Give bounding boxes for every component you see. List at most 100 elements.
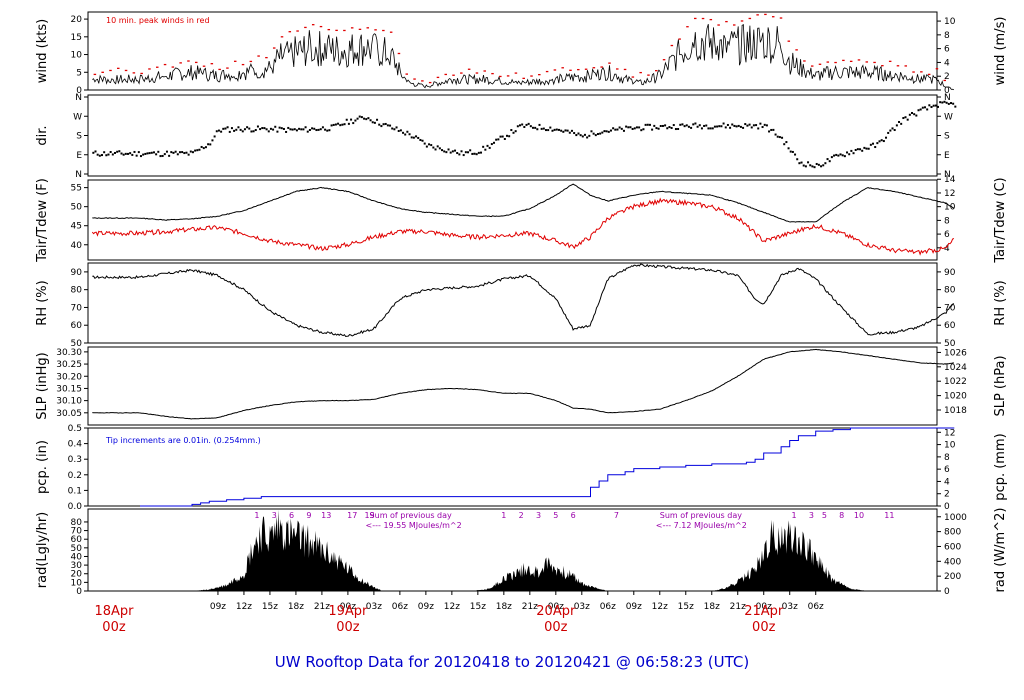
direction-point — [590, 130, 593, 133]
direction-point — [607, 130, 610, 133]
wind-peak-mark — [795, 49, 798, 51]
direction-point — [454, 149, 457, 152]
wind-peak-mark — [849, 60, 853, 63]
direction-point — [703, 124, 706, 127]
direction-point — [356, 117, 359, 120]
direction-point — [655, 127, 658, 130]
wind-peak-mark — [616, 68, 619, 70]
direction-point — [120, 152, 123, 155]
direction-point — [259, 128, 262, 131]
direction-point — [592, 132, 595, 135]
direction-point — [243, 128, 246, 131]
direction-point — [906, 118, 909, 121]
direction-point — [612, 127, 615, 130]
wind-peak-mark — [779, 17, 783, 19]
direction-point — [893, 129, 896, 132]
direction-point — [926, 108, 929, 111]
direction-point — [408, 133, 411, 136]
wind-peak-mark — [467, 68, 471, 70]
direction-point — [887, 131, 890, 134]
direction-point — [330, 124, 333, 127]
direction-point — [954, 105, 957, 108]
wind-peak-mark — [725, 20, 728, 23]
y-tick-label-right: 10 — [944, 17, 956, 27]
date-label: 00z — [102, 620, 126, 635]
direction-point — [308, 128, 311, 131]
direction-point — [659, 125, 662, 128]
direction-point — [687, 125, 690, 128]
direction-point — [280, 127, 283, 130]
direction-point — [690, 126, 693, 129]
direction-point — [776, 135, 779, 138]
direction-point — [267, 130, 270, 133]
direction-point — [757, 127, 760, 130]
direction-point — [642, 128, 645, 131]
y-tick-label-right: 1024 — [944, 363, 967, 373]
direction-point — [854, 148, 857, 151]
direction-point — [365, 118, 368, 121]
direction-point — [570, 129, 573, 132]
direction-point — [235, 128, 238, 131]
direction-point — [947, 102, 950, 105]
direction-point — [707, 127, 710, 130]
direction-point — [523, 126, 526, 129]
direction-point — [800, 161, 803, 164]
direction-point — [261, 127, 264, 130]
rad-hour-marker: 2 — [519, 511, 524, 520]
direction-point — [256, 125, 259, 128]
direction-point — [904, 116, 907, 119]
direction-point — [438, 147, 441, 150]
direction-point — [434, 148, 437, 151]
wind-peak-mark — [732, 24, 736, 26]
direction-point — [285, 130, 288, 133]
direction-point — [555, 128, 558, 131]
y-tick-label-right: 800 — [944, 528, 961, 538]
direction-point — [207, 143, 210, 146]
direction-point — [531, 126, 534, 129]
wind-peak-mark — [553, 69, 557, 71]
direction-point — [302, 128, 305, 131]
direction-point — [614, 128, 617, 131]
y-tick-label-right: 6 — [944, 230, 950, 240]
direction-point — [794, 153, 797, 156]
rh-line — [92, 263, 955, 338]
direction-point — [449, 151, 452, 154]
direction-point — [135, 154, 138, 157]
wind-peak-mark — [787, 40, 791, 42]
direction-point — [337, 122, 340, 125]
direction-point — [772, 128, 775, 131]
y-tick-label: 30.20 — [56, 372, 82, 382]
direction-point — [168, 154, 171, 157]
wind-peak-mark — [506, 75, 510, 77]
direction-point — [737, 124, 740, 127]
direction-point — [653, 124, 656, 127]
x-tick-label: 21z — [522, 602, 538, 612]
direction-point — [839, 153, 842, 156]
rad-sum-note: Sum of previous day — [660, 511, 742, 520]
direction-point — [241, 130, 244, 133]
direction-point — [735, 125, 738, 128]
y-tick-label-right: W — [944, 112, 953, 122]
direction-point — [198, 148, 201, 151]
y-tick-label-right: 200 — [944, 572, 961, 582]
y-tick-label: 15 — [71, 33, 82, 43]
wind-peak-mark — [623, 68, 627, 71]
direction-point — [661, 124, 664, 127]
wind-peak-mark — [124, 69, 128, 72]
direction-point — [386, 124, 389, 127]
direction-point — [289, 128, 292, 131]
direction-point — [441, 149, 444, 152]
direction-point — [469, 149, 472, 152]
direction-point — [934, 104, 937, 107]
direction-point — [577, 132, 580, 135]
direction-point — [544, 129, 547, 132]
precip-line — [140, 427, 955, 507]
y-tick-label-right: 0 — [944, 86, 950, 96]
direction-point — [631, 127, 634, 130]
direction-point — [111, 153, 114, 156]
wind-peak-mark — [343, 29, 346, 32]
direction-panel: dir.N NE ES SW WN N — [35, 93, 957, 180]
wind-peak-mark — [530, 75, 533, 77]
direction-point — [363, 117, 366, 120]
